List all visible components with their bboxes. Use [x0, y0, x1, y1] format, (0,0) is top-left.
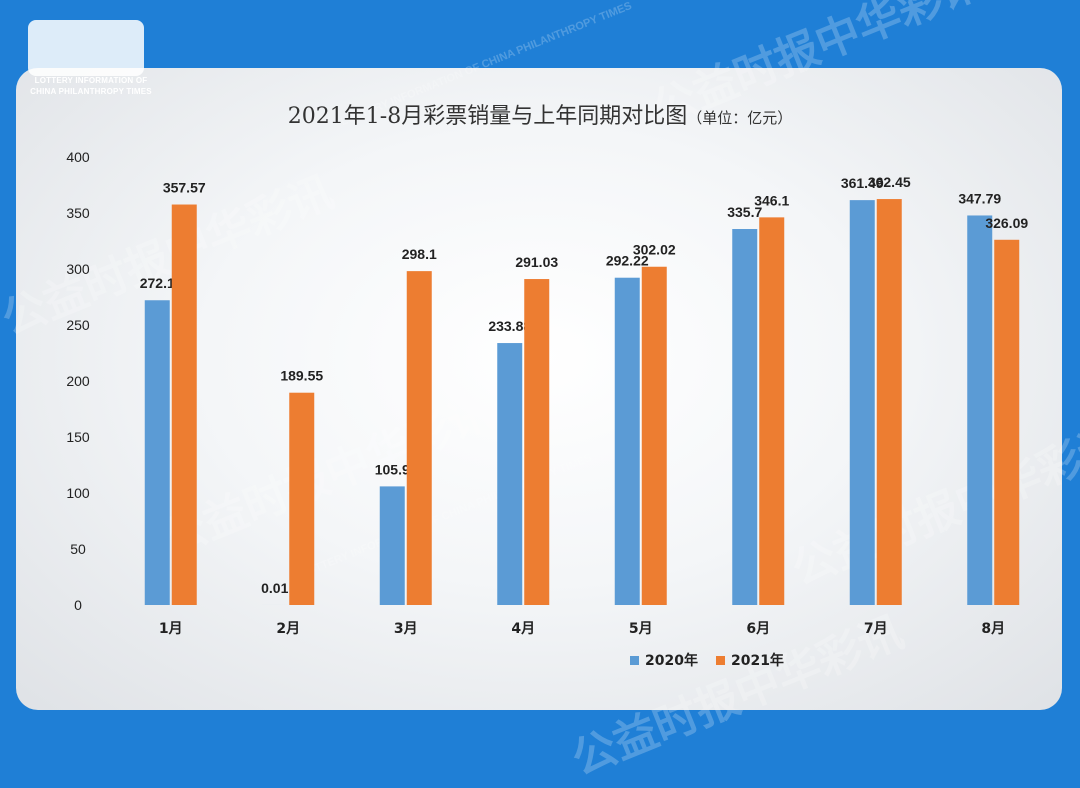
y-tick-label: 200	[66, 373, 90, 389]
bar-2021	[877, 199, 902, 605]
bar-2021	[642, 267, 667, 605]
y-tick-label: 400	[66, 149, 90, 165]
data-label-2021: 291.03	[515, 254, 558, 270]
y-tick-label: 150	[66, 429, 90, 445]
x-tick-label: 4月	[511, 621, 535, 637]
data-label-2020: 272.1	[140, 275, 175, 291]
legend-item-2020: 2020年	[630, 650, 698, 670]
data-label-2021: 357.57	[163, 180, 206, 196]
bar-2020	[497, 343, 522, 605]
bar-2020	[967, 215, 992, 605]
data-label-2020: 347.79	[958, 190, 1001, 206]
y-tick-label: 250	[66, 317, 90, 333]
data-label-2021: 362.45	[868, 174, 911, 190]
legend-label-2020: 2020年	[645, 650, 698, 670]
y-tick-label: 0	[74, 597, 82, 613]
legend: 2020年 2021年	[630, 650, 784, 670]
data-label-2021: 326.09	[985, 215, 1028, 231]
data-label-2020: 0.01	[261, 580, 288, 596]
data-label-2021: 346.1	[754, 192, 789, 208]
x-tick-label: 6月	[746, 621, 770, 637]
x-tick-label: 7月	[864, 621, 888, 637]
legend-swatch-2020	[630, 656, 639, 665]
bar-2021	[524, 279, 549, 605]
bar-2020	[145, 300, 170, 605]
data-label-2021: 189.55	[280, 368, 323, 384]
bar-2021	[407, 271, 432, 605]
legend-item-2021: 2021年	[716, 650, 784, 670]
x-tick-label: 2月	[276, 621, 300, 637]
data-label-2021: 298.1	[402, 246, 437, 262]
bar-chart: 0 50 100 150 200 250 300 350 400 272.1 357.57 1月 0.0…	[0, 0, 1080, 720]
bar-2021	[289, 393, 314, 605]
x-tick-label: 3月	[394, 621, 418, 637]
bar-2020	[615, 278, 640, 605]
bar-2020	[380, 486, 405, 605]
legend-label-2021: 2021年	[731, 650, 784, 670]
x-tick-label: 1月	[159, 621, 183, 637]
bar-2021	[172, 205, 197, 605]
data-label-2021: 302.02	[633, 242, 676, 258]
y-tick-label: 300	[66, 261, 90, 277]
legend-swatch-2021	[716, 656, 725, 665]
bar-2020	[732, 229, 757, 605]
bar-2021	[759, 217, 784, 605]
bar-2020	[850, 200, 875, 605]
y-tick-label: 100	[66, 485, 90, 501]
x-tick-label: 8月	[981, 621, 1005, 637]
x-tick-label: 5月	[629, 621, 653, 637]
y-tick-label: 350	[66, 205, 90, 221]
y-tick-label: 50	[70, 541, 86, 557]
data-label-2020: 105.9	[375, 461, 410, 477]
bar-2021	[994, 240, 1019, 605]
